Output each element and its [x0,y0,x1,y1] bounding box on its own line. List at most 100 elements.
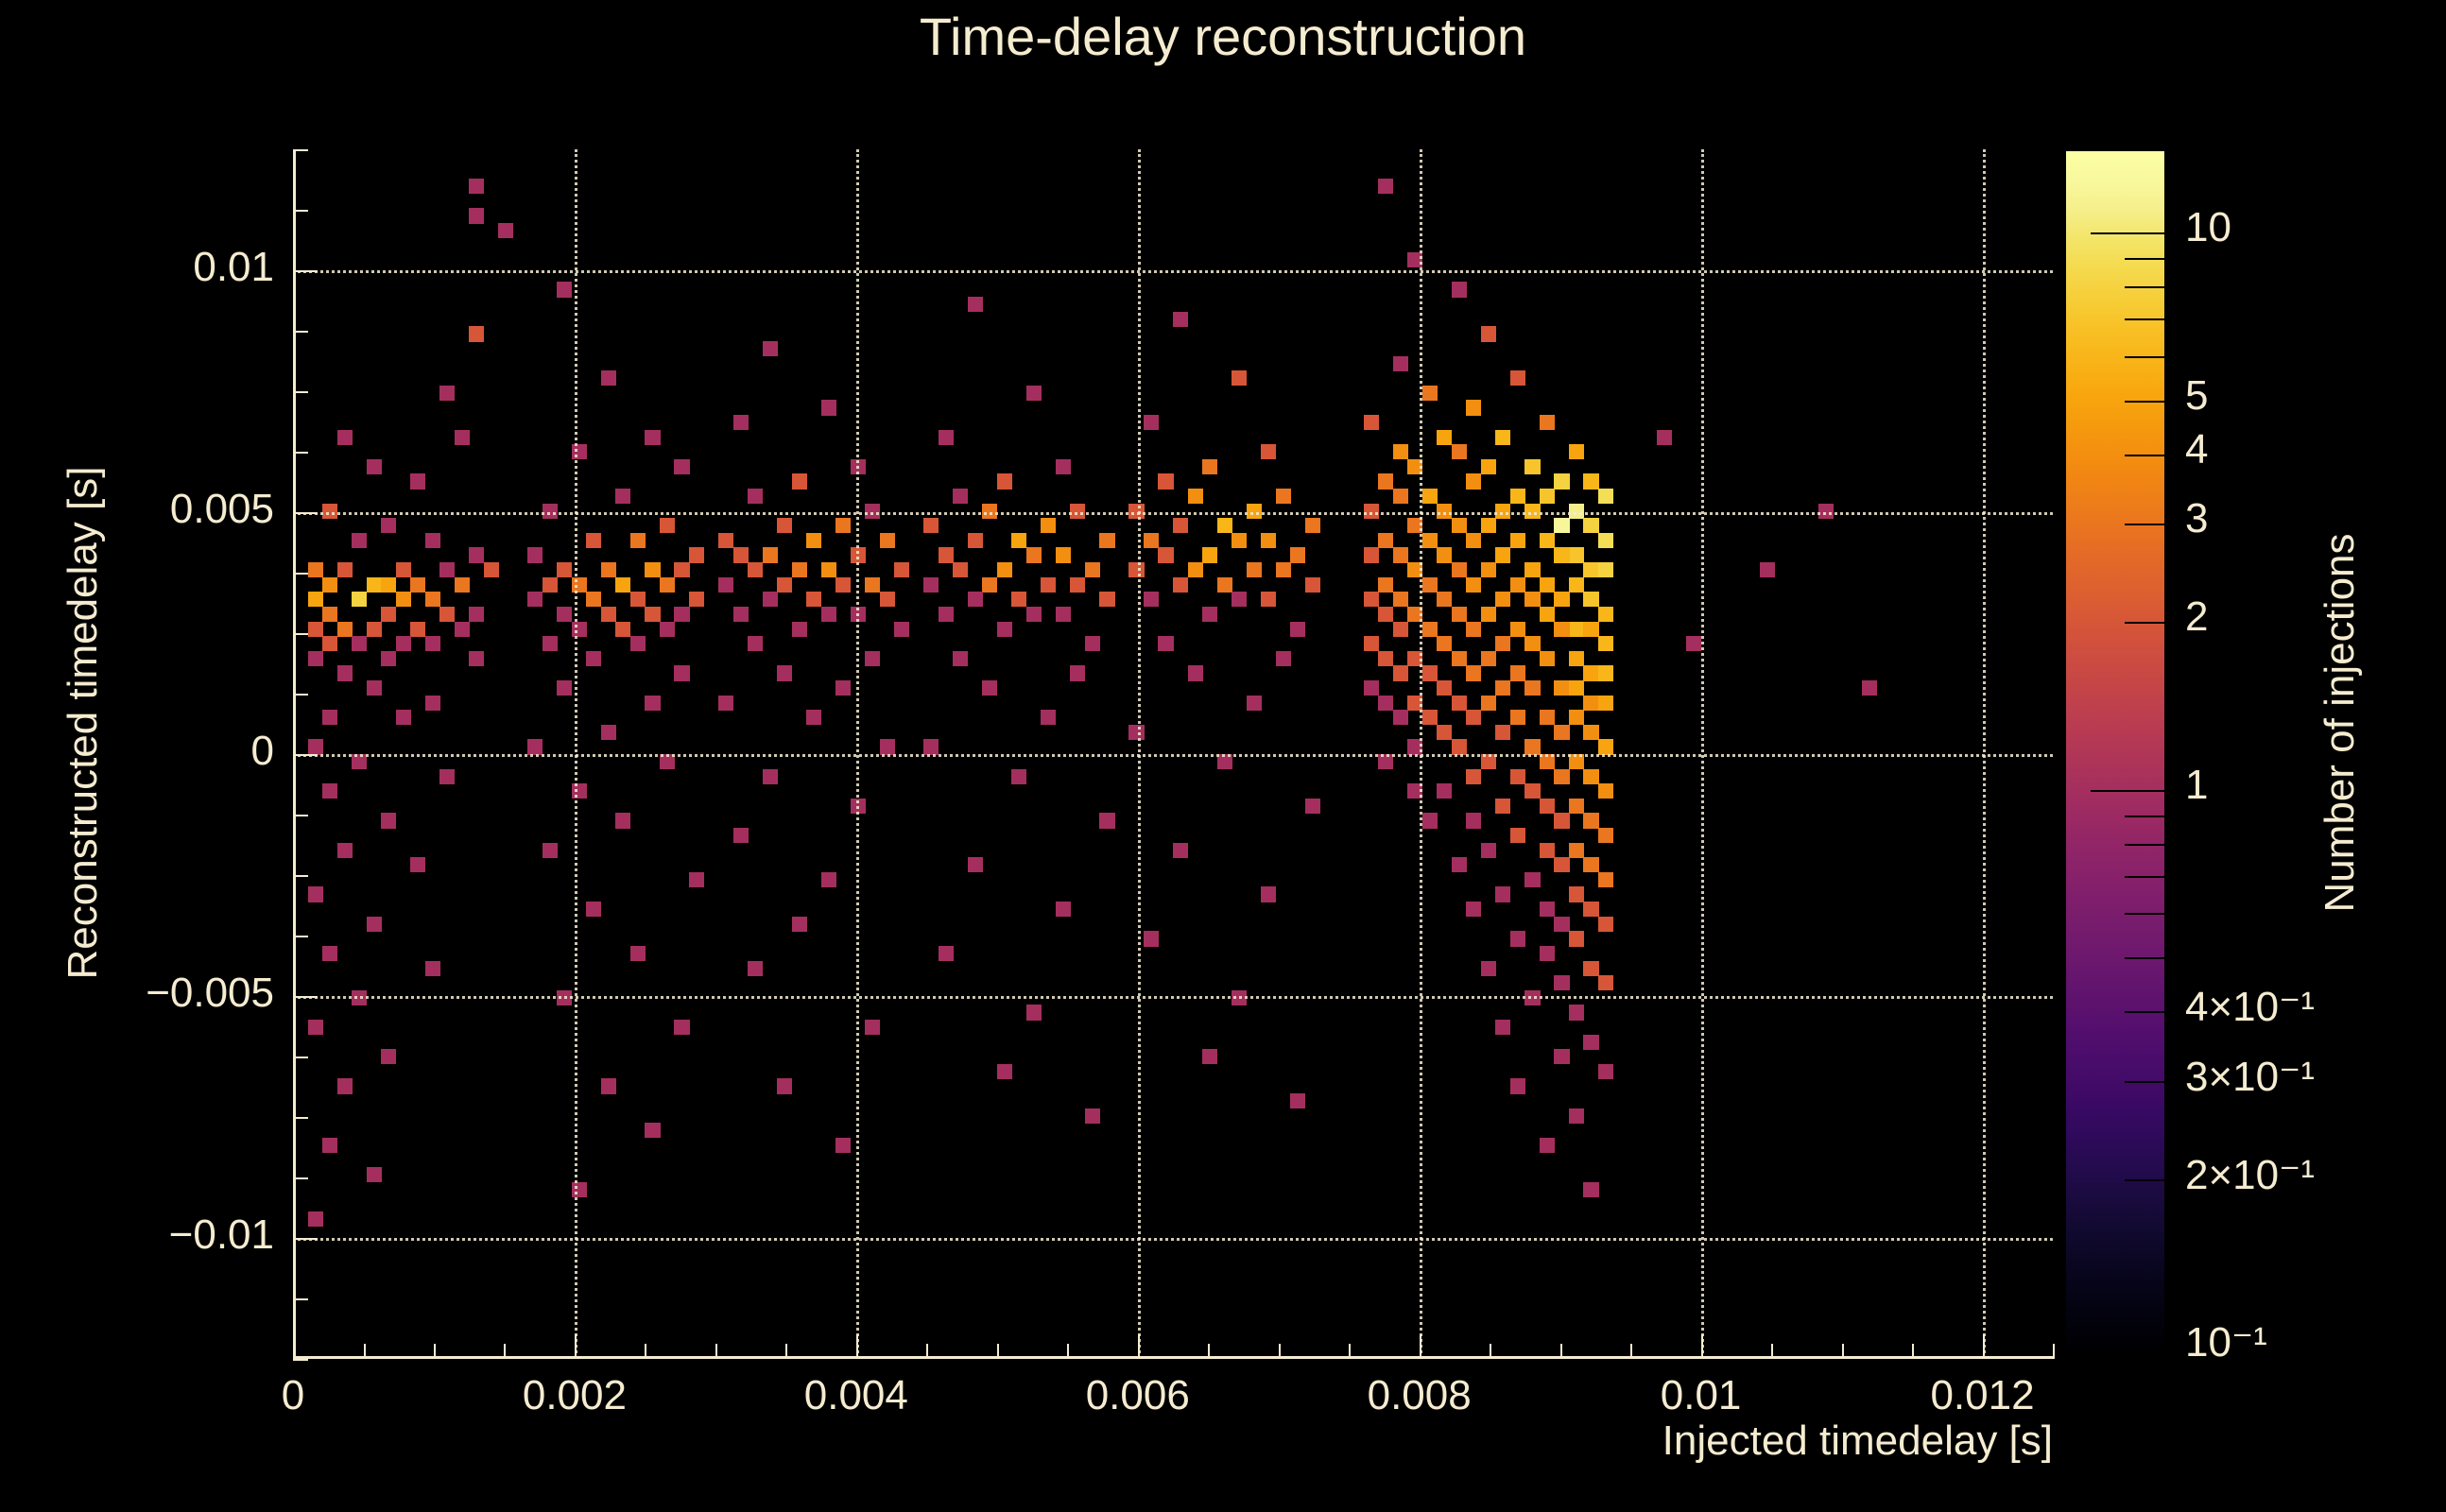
heatmap-cell [352,532,368,549]
colorbar-tick [2125,524,2164,526]
heatmap-cell [1597,871,1614,888]
heatmap-cell [1392,710,1408,726]
heatmap-cell [1509,489,1525,505]
heatmap-cell [381,813,397,829]
heatmap-cell [1143,931,1160,947]
heatmap-cell [1495,503,1511,519]
heatmap-cell [762,340,778,357]
y-tick [293,633,308,635]
heatmap-cell [1451,650,1467,666]
heatmap-cell [1304,518,1320,534]
heatmap-cell [1466,710,1482,726]
heatmap-cell [1509,768,1525,784]
heatmap-cell [1495,429,1511,445]
heatmap-cell [366,1167,382,1183]
heatmap-cell [454,576,470,593]
heatmap-cell [1041,576,1057,593]
heatmap-cell [307,886,323,902]
heatmap-cell [1421,621,1438,637]
heatmap-cell [439,385,456,401]
heatmap-cell [1261,886,1277,902]
heatmap-cell [322,710,338,726]
heatmap-cell [996,473,1012,490]
heatmap-cell [1597,695,1614,711]
heatmap-cell [1466,621,1482,637]
heatmap-cell [732,414,749,431]
colorbar-tick [2125,454,2164,456]
heatmap-cell [674,458,690,474]
heatmap-cell [615,621,631,637]
heatmap-cell [1216,576,1232,593]
heatmap-cell [732,828,749,844]
heatmap-cell [557,606,573,623]
heatmap-cell [1495,679,1511,696]
heatmap-cell [1509,621,1525,637]
heatmap-cell [717,532,734,549]
heatmap-cell [865,650,881,666]
y-tick-label: −0.01 [168,1211,274,1258]
heatmap-cell [1437,503,1453,519]
heatmap-cell [777,1078,793,1094]
heatmap-cell [1232,532,1248,549]
heatmap-cell [1583,695,1599,711]
chart-title: Time-delay reconstruction [919,7,1527,66]
heatmap-cell [424,592,440,608]
colorbar-tick-label: 2×10⁻¹ [2185,1151,2315,1198]
heatmap-cell [820,871,836,888]
heatmap-cell [1568,547,1585,563]
heatmap-cell [1041,518,1057,534]
heatmap-cell [1539,532,1556,549]
heatmap-cell [424,636,440,652]
heatmap-cell [1480,326,1496,342]
heatmap-cell [1290,547,1306,563]
heatmap-cell [1261,444,1277,460]
y-tick [293,1177,308,1179]
heatmap-cell [982,576,998,593]
heatmap-cell [469,179,485,195]
heatmap-plot-area[interactable] [293,149,2053,1359]
x-tick-label: 0.01 [1660,1372,1742,1418]
heatmap-cell [1158,547,1174,563]
heatmap-cell [645,562,661,578]
heatmap-cell [996,1063,1012,1079]
heatmap-cell [1392,665,1408,681]
heatmap-cell [1158,473,1174,490]
heatmap-cell [336,562,353,578]
x-tick [1700,1334,1703,1359]
colorbar-tick [2125,318,2164,321]
heatmap-cell [1261,592,1277,608]
heatmap-cell [1583,665,1599,681]
heatmap-cell [645,606,661,623]
heatmap-cell [600,562,616,578]
heatmap-cell [748,489,764,505]
heatmap-cell [410,576,426,593]
x-tick [434,1344,436,1359]
heatmap-cell [557,282,573,298]
gridline-y [293,754,2053,757]
heatmap-cell [762,768,778,784]
heatmap-cell [1495,798,1511,815]
x-tick [1419,1334,1421,1359]
y-tick [293,331,308,333]
heatmap-cell [307,650,323,666]
heatmap-cell [557,562,573,578]
heatmap-cell [1421,489,1438,505]
heatmap-cell [336,429,353,445]
heatmap-cell [381,650,397,666]
colorbar-tick-label: 10 [2185,204,2231,251]
heatmap-cell [1451,857,1467,873]
heatmap-cell [527,592,543,608]
heatmap-cell [1597,532,1614,549]
heatmap-cell [1437,636,1453,652]
heatmap-cell [791,562,807,578]
y-tick [293,573,308,575]
heatmap-cell [1202,458,1218,474]
heatmap-cell [1568,754,1585,770]
heatmap-cell [835,518,852,534]
x-tick [293,1334,295,1359]
x-tick [1490,1344,1492,1359]
colorbar-tick [2125,622,2164,625]
heatmap-cell [1378,650,1394,666]
heatmap-cell [967,297,983,313]
colorbar[interactable] [2066,151,2164,1347]
